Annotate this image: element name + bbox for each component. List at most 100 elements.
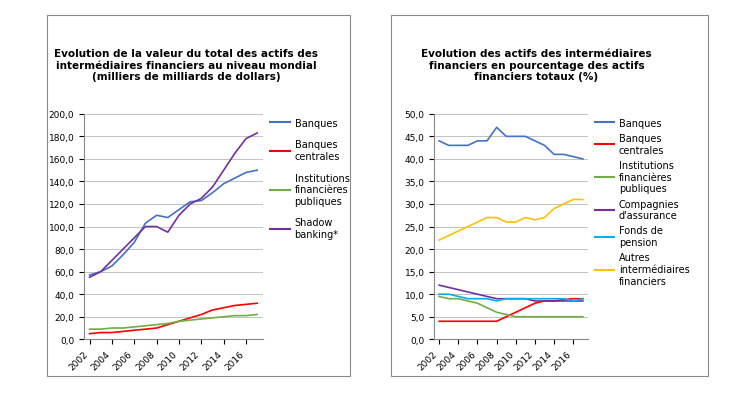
Text: Evolution de la valeur du total des actifs des
intermédiaires financiers au nive: Evolution de la valeur du total des acti… [54, 49, 318, 82]
Banques
centrales [197, 312, 206, 317]
Banques [578, 157, 587, 162]
Compagnies
d'assurance [435, 283, 444, 288]
Institutions
financières
publiques [578, 315, 587, 319]
Banques [153, 213, 161, 218]
Institutions
financières
publiques [540, 315, 549, 319]
Institutions
financières
publiques [521, 315, 530, 319]
Compagnies
d'assurance [540, 299, 549, 303]
Banques
centrales [464, 319, 472, 324]
Fonds de
pension [531, 297, 539, 301]
Fonds de
pension [435, 292, 444, 297]
Banques [242, 171, 250, 175]
Institutions
financières
publiques [531, 315, 539, 319]
Fonds de
pension [445, 292, 453, 297]
Autres
intermédiaires
financiers [540, 216, 549, 220]
Fonds de
pension [473, 297, 482, 301]
Institutions
financières
publiques [85, 327, 94, 332]
Banques [208, 191, 217, 196]
Compagnies
d'assurance [521, 297, 530, 301]
Autres
intermédiaires
financiers [445, 234, 453, 238]
Banques
centrales [153, 326, 161, 330]
Institutions
financières
publiques [512, 315, 520, 319]
Institutions
financières
publiques [107, 326, 116, 330]
Banques [550, 153, 558, 157]
Line: Autres
intermédiaires
financiers: Autres intermédiaires financiers [439, 200, 583, 240]
Autres
intermédiaires
financiers [502, 220, 510, 225]
Autres
intermédiaires
financiers [464, 225, 472, 229]
Line: Fonds de
pension: Fonds de pension [439, 294, 583, 301]
Banques
centrales [219, 306, 228, 310]
Autres
intermédiaires
financiers [569, 198, 577, 202]
Banques
centrales [569, 297, 577, 301]
Shadow
banking* [197, 196, 206, 201]
Banques
centrales [130, 328, 139, 333]
Shadow
banking* [253, 131, 261, 136]
Autres
intermédiaires
financiers [454, 229, 463, 234]
Shadow
banking* [141, 225, 150, 229]
Compagnies
d'assurance [445, 285, 453, 290]
Banques [492, 126, 501, 130]
Banques
centrales [492, 319, 501, 324]
Shadow
banking* [185, 202, 194, 207]
Autres
intermédiaires
financiers [512, 220, 520, 225]
Autres
intermédiaires
financiers [483, 216, 491, 220]
Institutions
financières
publiques [483, 306, 491, 310]
Institutions
financières
publiques [253, 312, 261, 317]
Line: Compagnies
d'assurance: Compagnies d'assurance [439, 285, 583, 301]
Autres
intermédiaires
financiers [492, 216, 501, 220]
Banques
centrales [521, 306, 530, 310]
Fonds de
pension [521, 297, 530, 301]
Legend: Banques, Banques
centrales, Institutions
financières
publiques, Shadow
banking*: Banques, Banques centrales, Institutions… [266, 115, 353, 243]
Shadow
banking* [208, 185, 217, 190]
Autres
intermédiaires
financiers [531, 218, 539, 222]
Banques
centrales [445, 319, 453, 324]
Banques
centrales [253, 301, 261, 306]
Line: Banques: Banques [439, 128, 583, 160]
Banques
centrales [119, 329, 128, 334]
Fonds de
pension [492, 299, 501, 303]
Banques
centrales [550, 299, 558, 303]
Shadow
banking* [96, 270, 105, 274]
Institutions
financières
publiques [492, 310, 501, 315]
Banques [164, 216, 172, 220]
Institutions
financières
publiques [464, 299, 472, 303]
Autres
intermédiaires
financiers [550, 207, 558, 211]
Banques [119, 253, 128, 258]
Institutions
financières
publiques [231, 313, 239, 318]
Banques
centrales [141, 327, 150, 332]
Banques [454, 144, 463, 148]
Banques
centrales [502, 315, 510, 319]
Compagnies
d'assurance [531, 299, 539, 303]
Institutions
financières
publiques [185, 318, 194, 323]
Shadow
banking* [153, 225, 161, 229]
Banques
centrales [473, 319, 482, 324]
Institutions
financières
publiques [197, 317, 206, 321]
Banques [445, 144, 453, 148]
Banques [253, 168, 261, 173]
Banques
centrales [185, 316, 194, 321]
Institutions
financières
publiques [435, 294, 444, 299]
Line: Banques
centrales: Banques centrales [90, 303, 257, 334]
Shadow
banking* [107, 258, 116, 263]
Institutions
financières
publiques [130, 325, 139, 330]
Banques
centrales [85, 331, 94, 336]
Banques [219, 182, 228, 187]
Compagnies
d'assurance [559, 299, 568, 303]
Banques [231, 176, 239, 181]
Banques [130, 240, 139, 245]
Banques
centrales [96, 330, 105, 335]
Autres
intermédiaires
financiers [521, 216, 530, 220]
Banques
centrales [164, 322, 172, 327]
Institutions
financières
publiques [119, 326, 128, 330]
Shadow
banking* [231, 151, 239, 156]
Shadow
banking* [219, 168, 228, 173]
Banques
centrales [208, 308, 217, 312]
Line: Shadow
banking*: Shadow banking* [90, 134, 257, 278]
Text: Evolution des actifs des intermédiaires
financiers en pourcentage des actifs
fin: Evolution des actifs des intermédiaires … [421, 49, 652, 82]
Banques [521, 135, 530, 139]
Shadow
banking* [242, 137, 250, 142]
Fonds de
pension [464, 297, 472, 301]
Compagnies
d'assurance [578, 299, 587, 303]
Banques [512, 135, 520, 139]
Compagnies
d'assurance [512, 297, 520, 301]
